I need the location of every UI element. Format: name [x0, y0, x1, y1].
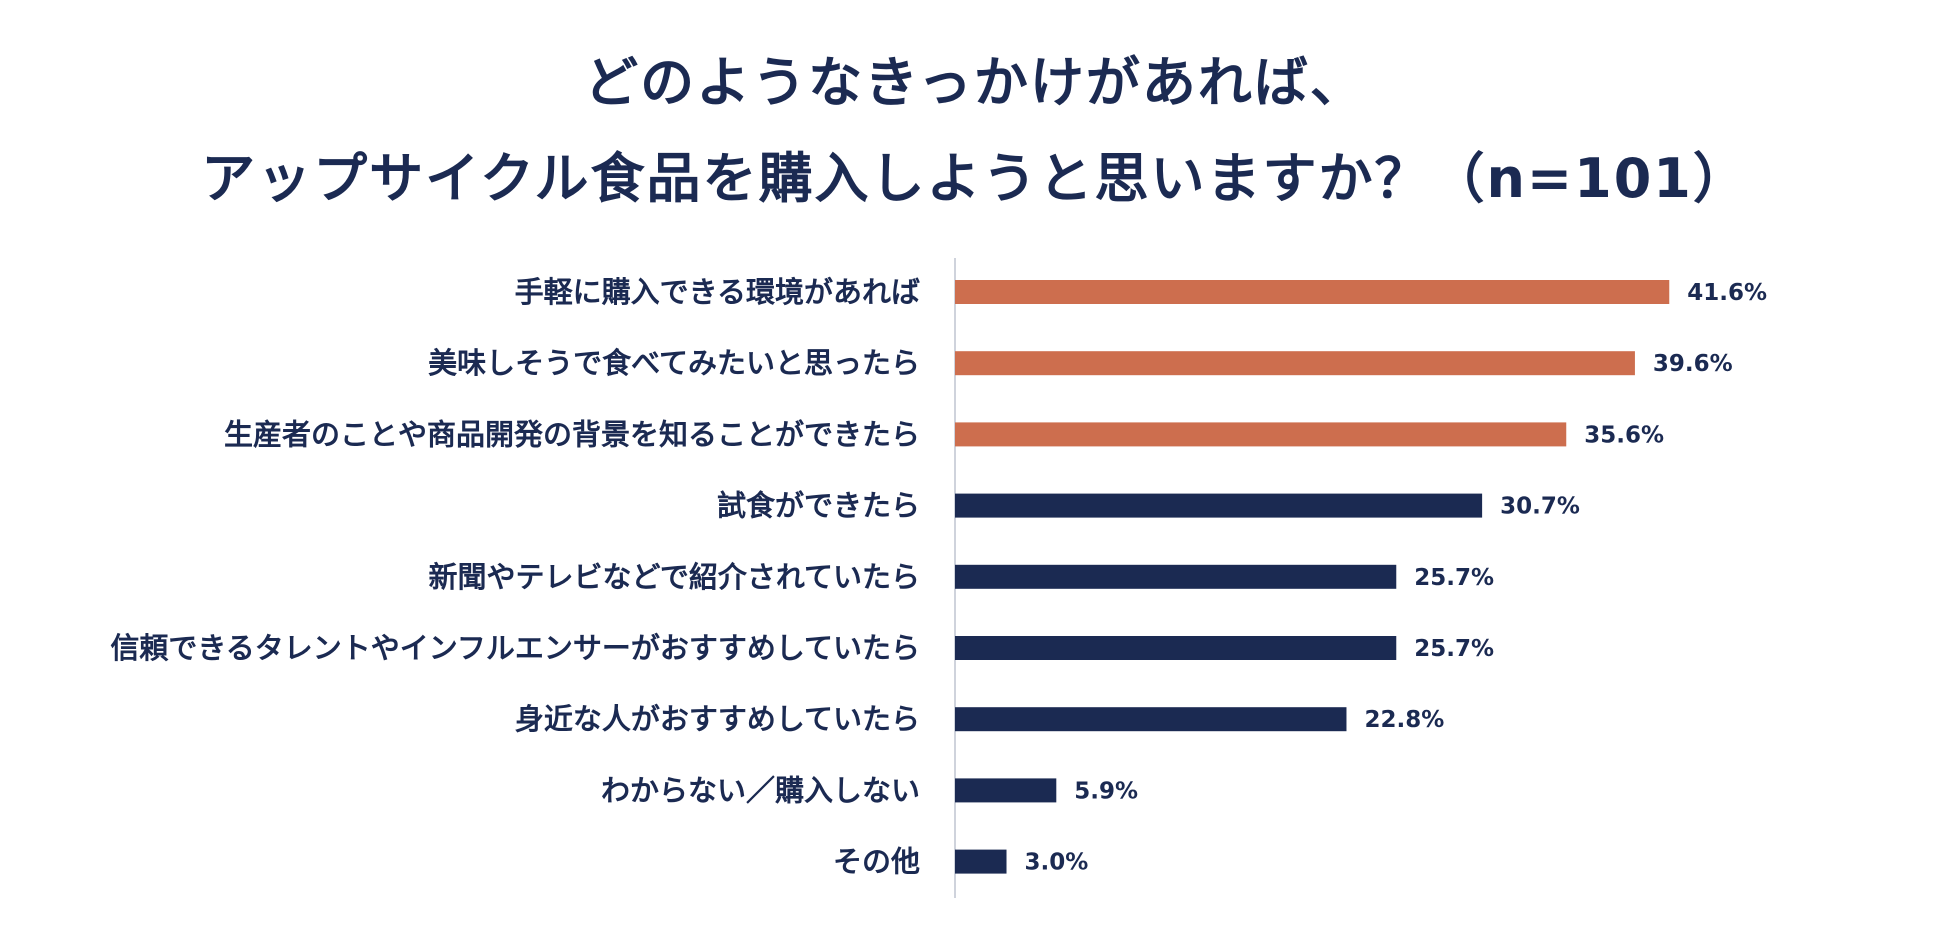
- value-label: 5.9%: [1074, 778, 1138, 804]
- category-label: 信頼できるタレントやインフルエンサーがおすすめしていたら: [110, 631, 920, 665]
- category-label: その他: [833, 845, 920, 879]
- category-label: 生産者のことや商品開発の背景を知ることができたら: [224, 417, 920, 451]
- category-label: 美味しそうで食べてみたいと思ったら: [428, 346, 920, 380]
- category-label: 新聞やテレビなどで紹介されていたら: [428, 560, 920, 594]
- bar: [955, 849, 1007, 874]
- value-label: 3.0%: [1025, 850, 1089, 876]
- value-label: 25.7%: [1414, 565, 1494, 591]
- bar: [955, 564, 1397, 589]
- chart-title-line2: アップサイクル食品を購入しようと思いますか？（n=101）: [201, 147, 1749, 210]
- bar: [955, 778, 1057, 803]
- category-label: 試食ができたら: [717, 489, 920, 523]
- value-label: 41.6%: [1687, 280, 1767, 306]
- value-label: 35.6%: [1584, 422, 1664, 448]
- value-label: 25.7%: [1414, 636, 1494, 662]
- bar: [955, 422, 1567, 447]
- category-label: 手軽に購入できる環境があれば: [515, 275, 920, 309]
- bar: [955, 280, 1670, 304]
- chart-title-line1: どのようなきっかけがあれば、: [584, 51, 1366, 114]
- category-label: わからない／購入しない: [601, 773, 920, 807]
- category-label: 身近な人がおすすめしていたら: [515, 702, 920, 736]
- bar: [955, 636, 1397, 660]
- bar: [955, 707, 1347, 732]
- bar: [955, 493, 1483, 518]
- bar: [955, 351, 1635, 376]
- value-label: 30.7%: [1500, 494, 1580, 520]
- value-label: 22.8%: [1364, 707, 1444, 733]
- value-label: 39.6%: [1653, 351, 1733, 377]
